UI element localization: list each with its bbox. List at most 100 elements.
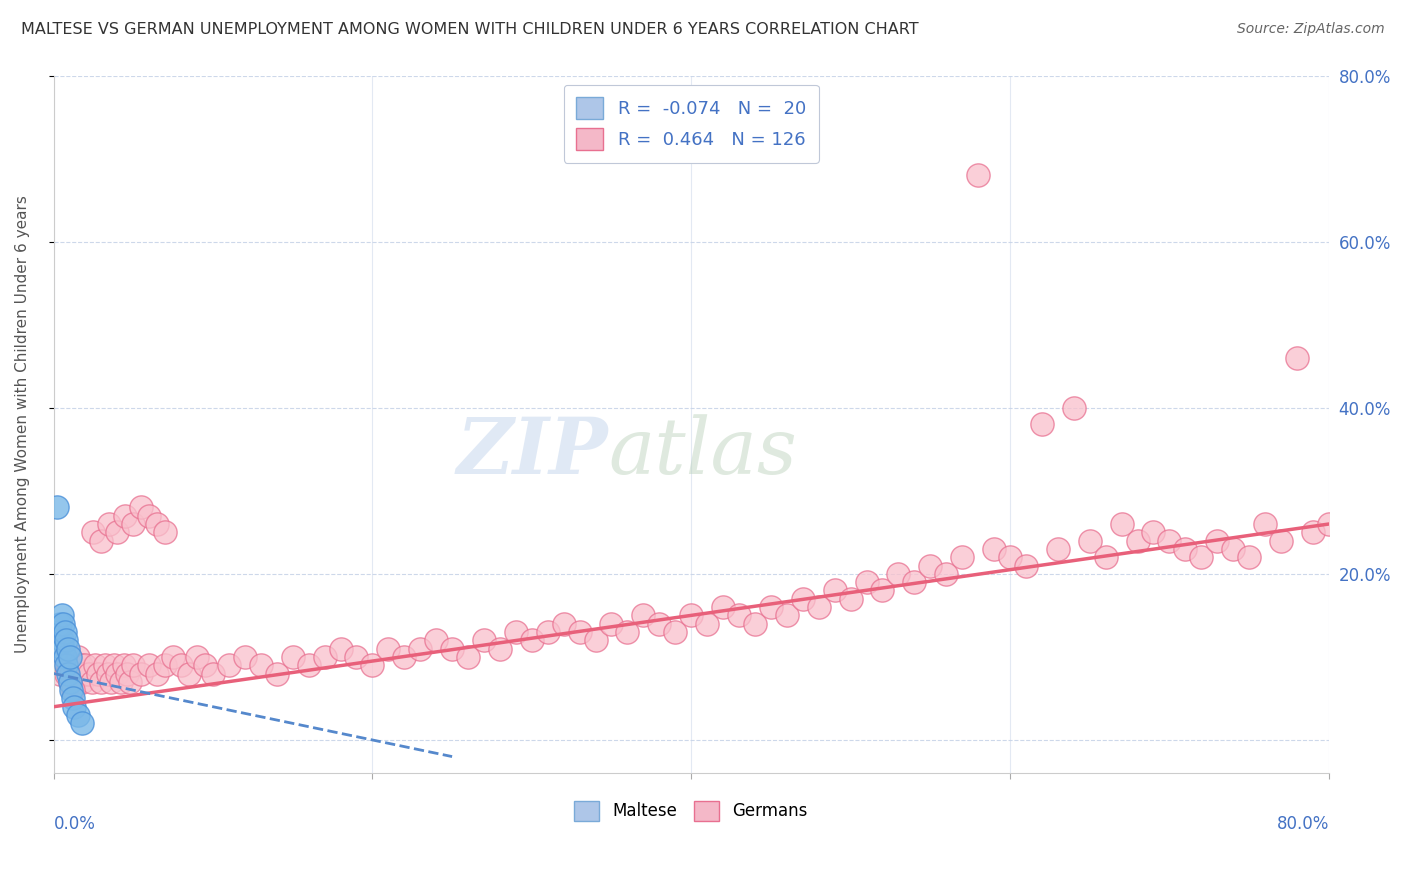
Point [472, 633, 495, 648]
Point [266, 666, 288, 681]
Point [90, 533, 112, 548]
Point [744, 616, 766, 631]
Point [361, 658, 384, 673]
Point [51, 633, 73, 648]
Point [82, 525, 104, 540]
Point [457, 649, 479, 664]
Point [105, 525, 128, 540]
Point [441, 641, 464, 656]
Point [1159, 533, 1181, 548]
Point [138, 508, 160, 523]
Point [553, 616, 575, 631]
Point [56, 658, 79, 673]
Point [537, 625, 560, 640]
Point [855, 575, 877, 590]
Point [93, 658, 115, 673]
Point [55, 666, 77, 681]
Point [1031, 417, 1053, 432]
Point [394, 649, 416, 664]
Point [63, 658, 86, 673]
Point [1078, 533, 1101, 548]
Point [65, 666, 87, 681]
Point [1317, 516, 1340, 531]
Point [887, 566, 910, 581]
Point [103, 658, 125, 673]
Point [824, 583, 846, 598]
Text: 0.0%: 0.0% [53, 815, 96, 833]
Point [920, 558, 942, 573]
Point [45, 500, 67, 515]
Point [935, 566, 957, 581]
Point [62, 683, 84, 698]
Point [77, 666, 100, 681]
Point [903, 575, 925, 590]
Point [759, 600, 782, 615]
Point [51, 608, 73, 623]
Point [72, 674, 94, 689]
Point [170, 658, 193, 673]
Point [505, 625, 527, 640]
Point [600, 616, 623, 631]
Point [62, 691, 84, 706]
Point [1302, 525, 1324, 540]
Point [45, 658, 67, 673]
Point [1111, 516, 1133, 531]
Point [90, 674, 112, 689]
Point [53, 649, 76, 664]
Point [56, 666, 79, 681]
Point [281, 649, 304, 664]
Text: Source: ZipAtlas.com: Source: ZipAtlas.com [1237, 22, 1385, 37]
Point [66, 649, 89, 664]
Point [664, 625, 686, 640]
Point [314, 649, 336, 664]
Point [681, 608, 703, 623]
Point [58, 649, 80, 664]
Point [1142, 525, 1164, 540]
Point [1063, 401, 1085, 415]
Point [84, 658, 107, 673]
Point [633, 608, 655, 623]
Point [983, 541, 1005, 556]
Point [298, 658, 321, 673]
Point [648, 616, 671, 631]
Point [98, 516, 121, 531]
Point [69, 658, 91, 673]
Point [146, 516, 169, 531]
Point [63, 699, 86, 714]
Point [129, 500, 152, 515]
Point [60, 666, 83, 681]
Point [1285, 351, 1308, 365]
Point [776, 608, 799, 623]
Point [201, 666, 224, 681]
Point [1174, 541, 1197, 556]
Point [489, 641, 512, 656]
Point [872, 583, 894, 598]
Point [1015, 558, 1038, 573]
Point [1126, 533, 1149, 548]
Point [51, 641, 73, 656]
Point [250, 658, 273, 673]
Point [49, 616, 72, 631]
Point [1094, 550, 1116, 565]
Point [186, 649, 208, 664]
Text: 80.0%: 80.0% [1277, 815, 1329, 833]
Point [52, 658, 75, 673]
Point [48, 649, 70, 664]
Point [73, 666, 96, 681]
Point [110, 674, 132, 689]
Point [1222, 541, 1244, 556]
Point [49, 666, 72, 681]
Point [568, 625, 591, 640]
Point [153, 525, 176, 540]
Legend: Maltese, Germans: Maltese, Germans [568, 794, 814, 828]
Text: MALTESE VS GERMAN UNEMPLOYMENT AMONG WOMEN WITH CHILDREN UNDER 6 YEARS CORRELATI: MALTESE VS GERMAN UNEMPLOYMENT AMONG WOM… [21, 22, 918, 37]
Point [112, 658, 135, 673]
Point [100, 674, 122, 689]
Point [52, 616, 75, 631]
Point [56, 641, 79, 656]
Point [218, 658, 240, 673]
Point [55, 633, 77, 648]
Point [967, 168, 990, 182]
Point [377, 641, 399, 656]
Point [998, 550, 1021, 565]
